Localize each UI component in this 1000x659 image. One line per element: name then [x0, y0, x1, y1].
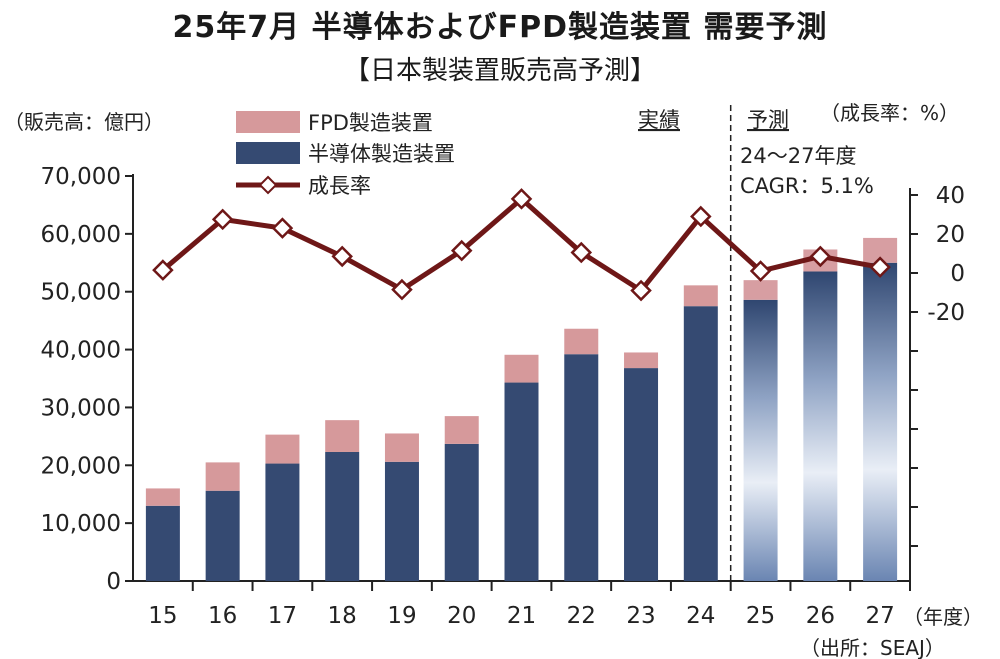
bar-fpd	[384, 433, 419, 462]
bar-fpd	[205, 462, 240, 491]
growth-point	[211, 208, 234, 231]
bar-fpd	[683, 285, 718, 307]
bar-semiconductor	[803, 271, 838, 581]
x-tick-label: 16	[208, 603, 237, 629]
growth-point	[510, 188, 533, 210]
forecast-label: 予測	[747, 108, 789, 132]
actual-label: 実績	[638, 108, 680, 132]
x-tick-label: 15	[148, 603, 177, 629]
x-tick-label: 20	[447, 603, 476, 629]
x-tick-label: 22	[567, 603, 596, 629]
legend-marker-growth	[258, 175, 278, 195]
y-left-tick-label: 40,000	[41, 338, 121, 364]
x-tick-label: 17	[268, 603, 297, 629]
bar-semiconductor	[265, 463, 300, 581]
bar-fpd	[325, 420, 360, 452]
x-axis-label: （年度）	[903, 605, 983, 629]
x-tick-label: 26	[806, 603, 835, 629]
legend-label-semiconductor: 半導体製造装置	[308, 142, 455, 166]
bar-semiconductor	[624, 368, 659, 581]
legend-label-growth: 成長率	[308, 174, 371, 198]
y-axis-left-label: （販売高：億円）	[4, 110, 164, 134]
legend-label-fpd: FPD製造装置	[308, 111, 433, 135]
bar-fpd	[624, 352, 659, 369]
growth-point	[152, 259, 174, 281]
bar-fpd	[743, 280, 778, 300]
chart-subtitle: 【日本製装置販売高予測】	[343, 56, 656, 86]
chart-title: 25年7月 半導体およびFPD製造装置 需要予測	[172, 10, 828, 45]
bar-semiconductor	[564, 354, 599, 581]
y-right-tick-label: 40	[936, 183, 965, 209]
x-tick-label: 25	[746, 603, 775, 629]
growth-point	[391, 278, 413, 301]
x-tick-label: 21	[507, 603, 536, 629]
y-left-tick-label: 0	[106, 569, 121, 595]
y-left-tick-label: 50,000	[41, 280, 121, 306]
growth-point	[630, 279, 652, 302]
cagr-period: 24〜27年度	[740, 144, 856, 168]
y-left-tick-label: 70,000	[41, 164, 121, 190]
growth-point	[749, 260, 772, 282]
growth-point	[690, 205, 712, 228]
y-right-tick-label: -20	[927, 300, 965, 326]
cagr-value: CAGR：5.1%	[740, 174, 874, 198]
growth-point	[809, 245, 832, 268]
bar-fpd	[444, 416, 479, 444]
y-left-tick-label: 10,000	[41, 511, 121, 537]
growth-point	[331, 245, 353, 268]
legend-swatch-fpd	[236, 111, 300, 133]
bar-semiconductor	[205, 490, 240, 581]
bar-semiconductor	[145, 505, 180, 581]
growth-point	[271, 217, 294, 239]
growth-line	[161, 196, 881, 294]
y-left-tick-label: 20,000	[41, 453, 121, 479]
growth-point	[450, 239, 473, 262]
bar-semiconductor	[683, 306, 718, 581]
legend-swatch-semiconductor	[236, 142, 300, 164]
bar-semiconductor	[743, 299, 778, 581]
y-axis-right-label: （成長率：%）	[820, 101, 959, 125]
x-tick-label: 19	[387, 603, 416, 629]
x-tick-label: 23	[626, 603, 655, 629]
y-left-tick-label: 60,000	[41, 222, 121, 248]
bar-fpd	[504, 354, 539, 383]
bar-semiconductor	[863, 262, 898, 581]
growth-point	[869, 256, 891, 278]
x-tick-label: 27	[865, 603, 894, 629]
bar-fpd	[145, 488, 180, 506]
x-tick-label: 18	[328, 603, 357, 629]
x-tick-label: 24	[686, 603, 715, 629]
growth-point	[570, 241, 593, 264]
bar-semiconductor	[325, 451, 360, 581]
bar-semiconductor	[384, 461, 419, 581]
plot-area: 0 10,000 20,000 30,000 40,000 50,000 60,000 70,…	[41, 105, 965, 629]
bar-fpd	[564, 328, 599, 355]
bar-semiconductor	[504, 382, 539, 581]
bar-fpd	[265, 434, 300, 464]
bar-semiconductor	[444, 443, 479, 581]
y-right-tick-label: 20	[936, 222, 965, 248]
y-left-tick-label: 30,000	[41, 395, 121, 421]
y-right-tick-label: 0	[950, 261, 965, 287]
source-note: （出所：SEAJ）	[800, 636, 945, 659]
